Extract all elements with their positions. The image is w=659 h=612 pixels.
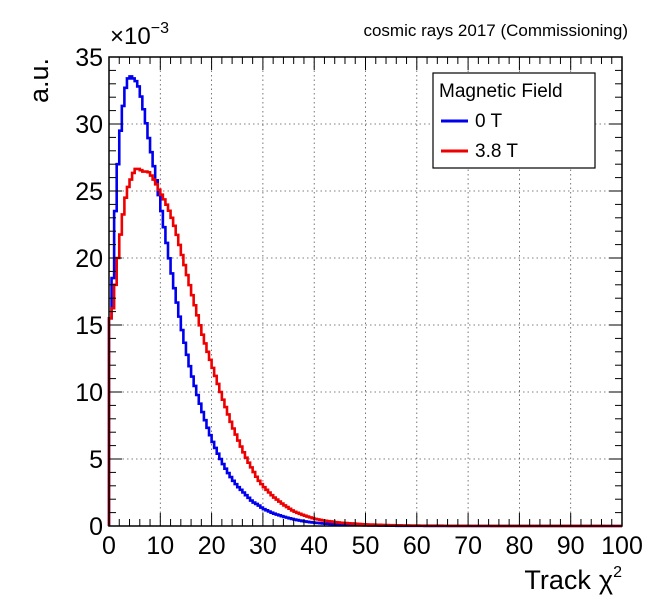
x-tick-label: 10	[146, 532, 174, 560]
x-tick-label: 100	[601, 532, 643, 560]
y-tick-label: 0	[89, 513, 103, 541]
chart-title: cosmic rays 2017 (Commissioning)	[363, 21, 628, 40]
legend-label-0T: 0 T	[475, 111, 503, 132]
y-multiplier: ×10−3	[110, 20, 169, 50]
x-tick-label: 30	[249, 532, 277, 560]
x-tick-label: 80	[505, 532, 533, 560]
legend: Magnetic Field 0 T 3.8 T	[432, 72, 596, 169]
legend-label-3.8T: 3.8 T	[475, 141, 518, 162]
x-tick-label: 20	[198, 532, 226, 560]
y-axis-title: a.u.	[24, 58, 54, 103]
y-tick-label: 30	[75, 111, 103, 139]
x-tick-label: 0	[102, 532, 116, 560]
y-tick-label: 25	[75, 178, 103, 206]
x-tick-label: 90	[557, 532, 585, 560]
x-tick-label: 60	[403, 532, 431, 560]
x-tick-label: 50	[352, 532, 380, 560]
y-tick-label: 20	[75, 245, 103, 273]
y-tick-label: 15	[75, 312, 103, 340]
legend-title: Magnetic Field	[439, 81, 563, 102]
x-axis-title: Track χ2	[524, 564, 622, 595]
y-tick-label: 5	[89, 446, 103, 474]
grid	[109, 57, 622, 526]
y-tick-label: 35	[75, 44, 103, 72]
x-tick-label: 40	[300, 532, 328, 560]
y-tick-label: 10	[75, 379, 103, 407]
tick-labels: 0 10 20 30 40 50 60 70 80 90 100 0 5 10 15 20 25 30 35	[75, 44, 643, 560]
ticks	[108, 56, 623, 527]
x-tick-label: 70	[454, 532, 482, 560]
